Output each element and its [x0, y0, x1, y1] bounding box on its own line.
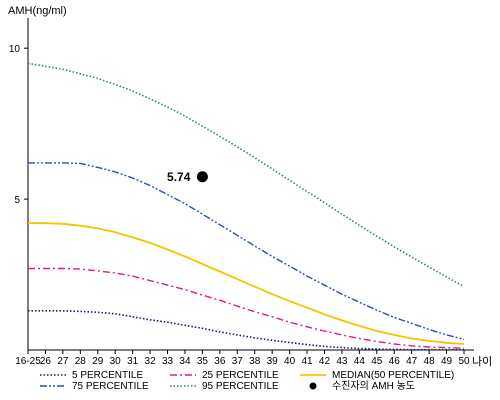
x-tick-label: 50 — [458, 356, 470, 367]
x-tick-label: 47 — [406, 356, 418, 367]
x-tick-label: 32 — [145, 356, 157, 367]
x-tick-label: 43 — [336, 356, 348, 367]
x-tick-label: 28 — [75, 356, 87, 367]
x-tick-label: 34 — [179, 356, 191, 367]
x-tick-label: 33 — [162, 356, 174, 367]
series-lines — [27, 62, 465, 351]
x-tick-label: 37 — [232, 356, 244, 367]
x-tick-label: 48 — [424, 356, 436, 367]
x-tick-label: 31 — [127, 356, 139, 367]
legend-label-2: MEDIAN(50 PERCENTILE) — [332, 370, 454, 381]
marker-group: 5.74 — [167, 170, 208, 184]
x-tick-label: 40 — [284, 356, 296, 367]
x-axis-title: 나이 — [472, 355, 492, 368]
x-tick-label: 42 — [319, 356, 331, 367]
x-tick-label: 38 — [249, 356, 261, 367]
x-tick-label: 35 — [197, 356, 209, 367]
legend-label-3: 75 PERCENTILE — [72, 381, 149, 392]
legend-label-4: 95 PERCENTILE — [202, 381, 279, 392]
legend-label-0: 5 PERCENTILE — [72, 370, 143, 381]
series-line-2 — [28, 222, 465, 345]
series-line-3 — [28, 162, 465, 341]
x-tick-label: 30 — [110, 356, 122, 367]
x-tick-label: 49 — [441, 356, 453, 367]
x-tick-label: 46 — [389, 356, 401, 367]
axes: 5 10 AMH(ng/ml) 16-25 26 27 28 29 30 31 32 33 34 35 36… — [8, 5, 492, 368]
x-tick-label: 26 — [40, 356, 52, 367]
y-tick-label: 5 — [14, 195, 20, 206]
legend-marker-label: 수진자의 AMH 농도 — [332, 380, 415, 392]
x-tick-label: 29 — [92, 356, 104, 367]
x-tick-label: 39 — [267, 356, 279, 367]
legend-marker-swatch — [309, 382, 317, 390]
y-tick-label: 10 — [9, 44, 21, 55]
x-tick-label: 41 — [301, 356, 313, 367]
y-axis-title: AMH(ng/ml) — [8, 5, 67, 17]
legend-label-1: 25 PERCENTILE — [202, 370, 279, 381]
x-tick-label: 27 — [57, 356, 69, 367]
x-tick-label: 44 — [354, 356, 366, 367]
legend: 5 PERCENTILE 25 PERCENTILE MEDIAN(50 PERCE… — [40, 370, 454, 392]
x-tick-label: 45 — [371, 356, 383, 367]
patient-marker-label: 5.74 — [167, 170, 191, 184]
patient-marker-dot — [196, 171, 208, 183]
x-tick-label: 36 — [214, 356, 226, 367]
series-line-4 — [27, 62, 465, 288]
x-tick-label: 16-25 — [15, 356, 41, 367]
